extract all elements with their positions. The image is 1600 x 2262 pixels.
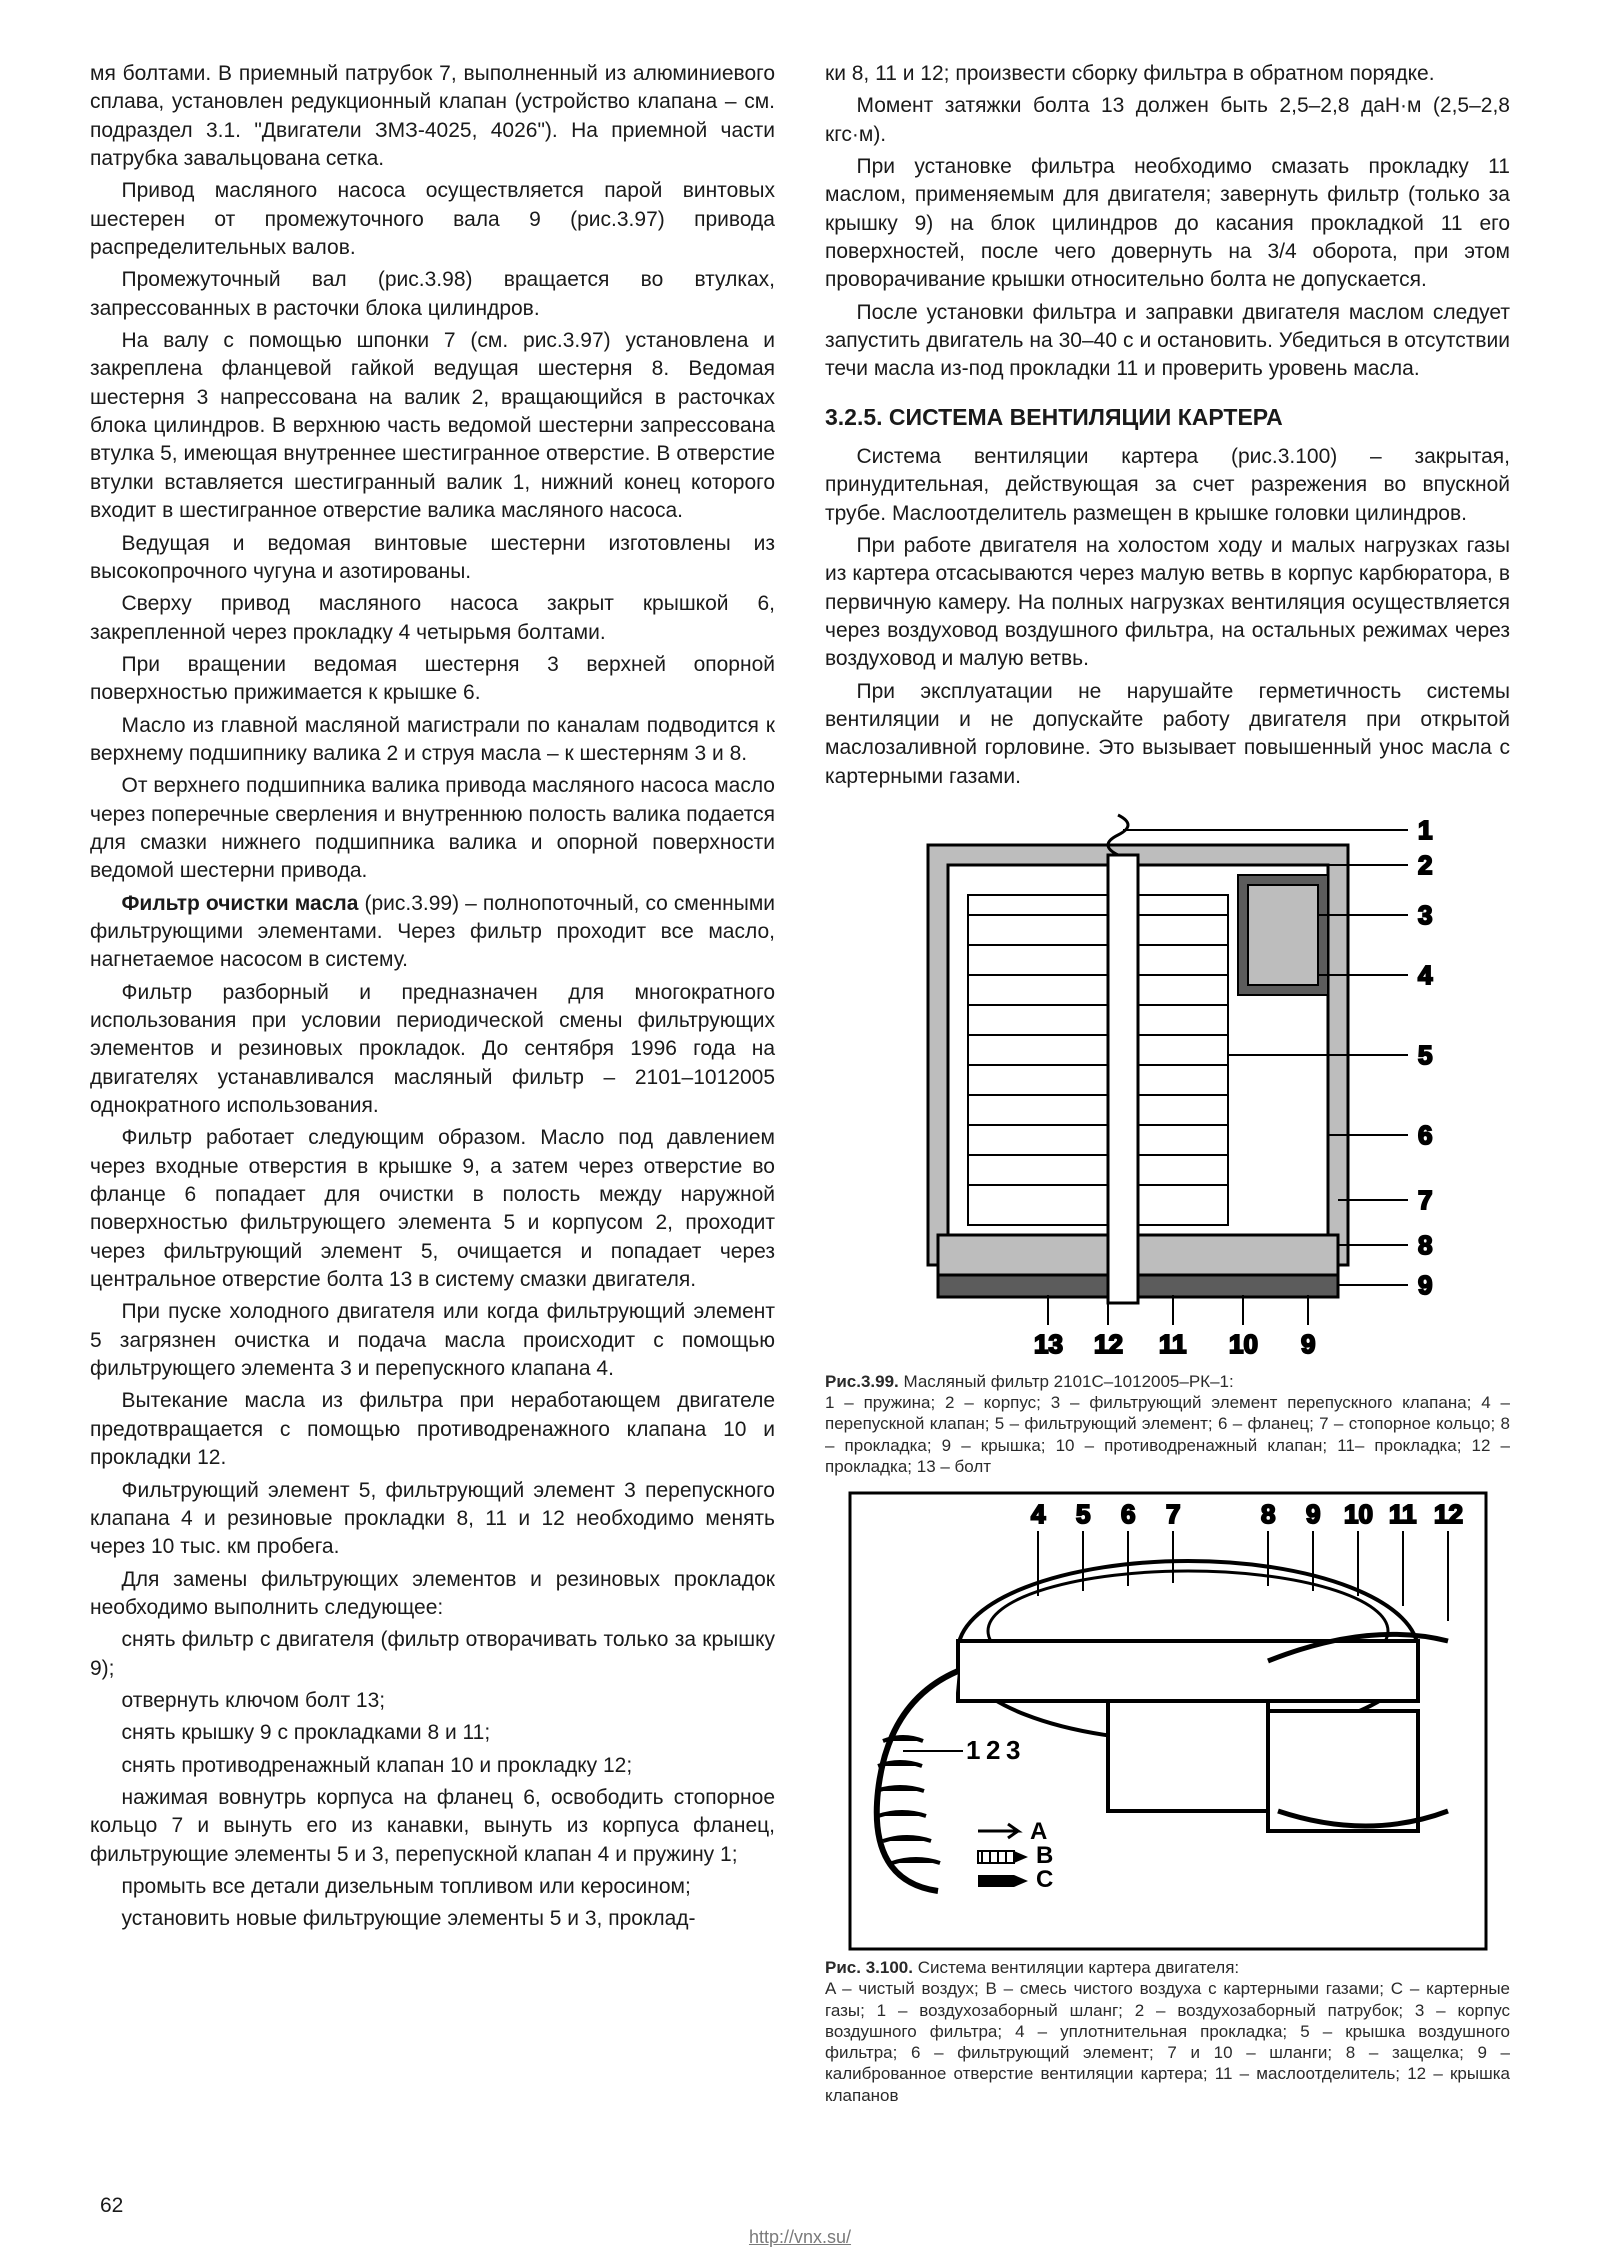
body-text: При установке фильтра необходимо смазать… xyxy=(825,153,1510,295)
footer-link[interactable]: http://vnx.su/ xyxy=(0,2227,1600,2248)
body-text: При работе двигателя на холостом ходу и … xyxy=(825,532,1510,674)
figure-399-caption: Рис.3.99. Масляный фильтр 2101C–1012005–… xyxy=(825,1371,1510,1477)
callout-t6: 6 xyxy=(1121,1499,1135,1529)
body-text: снять крышку 9 с прокладками 8 и 11; xyxy=(90,1719,775,1747)
caption-title: Рис. 3.100. xyxy=(825,1958,913,1977)
callout-2: 2 xyxy=(1418,850,1432,880)
body-text: При вращении ведомая шестерня 3 верхней … xyxy=(90,651,775,708)
body-text: Промежуточный вал (рис.3.98) вращается в… xyxy=(90,266,775,323)
callout-13: 13 xyxy=(1034,1329,1063,1359)
body-text: После установки фильтра и заправки двига… xyxy=(825,299,1510,384)
body-text: установить новые фильтрующие элементы 5 … xyxy=(90,1905,775,1933)
legend-b: B xyxy=(1036,1842,1053,1869)
body-text: мя болтами. В приемный патрубок 7, выпол… xyxy=(90,60,775,173)
figure-3100: 4 5 6 7 8 9 10 11 12 1 2 xyxy=(825,1491,1510,2106)
callout-t8: 8 xyxy=(1261,1499,1275,1529)
figure-3100-caption: Рис. 3.100. Система вентиляции картера д… xyxy=(825,1957,1510,2106)
body-text: промыть все детали дизельным топливом ил… xyxy=(90,1873,775,1901)
body-text: ки 8, 11 и 12; произвести сборку фильтра… xyxy=(825,60,1510,88)
body-text: При пуске холодного двигателя или когда … xyxy=(90,1298,775,1383)
callout-t9: 9 xyxy=(1306,1499,1320,1529)
caption-name: Система вентиляции картера двигателя: xyxy=(913,1958,1239,1977)
callout-t7: 7 xyxy=(1166,1499,1180,1529)
callout-11: 11 xyxy=(1159,1329,1187,1359)
callout-l1: 1 xyxy=(966,1735,980,1765)
right-column: ки 8, 11 и 12; произвести сборку фильтра… xyxy=(825,60,1510,2114)
body-text: Для замены фильтрующих элементов и резин… xyxy=(90,1566,775,1623)
callout-t10: 10 xyxy=(1344,1499,1373,1529)
callout-l3: 3 xyxy=(1006,1735,1020,1765)
bold-term: Фильтр очистки масла xyxy=(122,892,359,915)
callout-9b: 9 xyxy=(1301,1329,1315,1359)
body-text: Вытекание масла из фильтра при неработаю… xyxy=(90,1387,775,1472)
body-text: Система вентиляции картера (рис.3.100) –… xyxy=(825,443,1510,528)
body-text: На валу с помощью шпонки 7 (см. рис.3.97… xyxy=(90,327,775,525)
callout-12: 12 xyxy=(1094,1329,1123,1359)
callout-8: 8 xyxy=(1418,1230,1432,1260)
body-text: Масло из главной масляной магистрали по … xyxy=(90,712,775,769)
legend-a: A xyxy=(1030,1818,1047,1845)
callout-t12: 12 xyxy=(1434,1499,1463,1529)
page: мя болтами. В приемный патрубок 7, выпол… xyxy=(0,0,1600,2262)
caption-body: A – чистый воздух; B – смесь чистого воз… xyxy=(825,1979,1510,2104)
callout-1: 1 xyxy=(1418,815,1432,845)
callout-t11: 11 xyxy=(1389,1499,1417,1529)
figure-399: 1 2 3 4 5 6 7 8 9 13 12 11 xyxy=(825,805,1510,1477)
section-heading: 3.2.5. СИСТЕМА ВЕНТИЛЯЦИИ КАРТЕРА xyxy=(825,402,1510,433)
caption-name: Масляный фильтр 2101C–1012005–РК–1: xyxy=(899,1372,1234,1391)
two-column-layout: мя болтами. В приемный патрубок 7, выпол… xyxy=(90,60,1510,2114)
body-text: При эксплуатации не нарушайте герметично… xyxy=(825,678,1510,791)
body-text: От верхнего подшипника валика привода ма… xyxy=(90,772,775,885)
callout-10: 10 xyxy=(1229,1329,1258,1359)
body-text: Сверху привод масляного насоса закрыт кр… xyxy=(90,590,775,647)
body-text: снять фильтр с двигателя (фильтр отворач… xyxy=(90,1626,775,1683)
callout-t4: 4 xyxy=(1031,1499,1046,1529)
crankcase-ventilation-diagram: 4 5 6 7 8 9 10 11 12 1 2 xyxy=(848,1491,1488,1951)
body-text: Фильтрующий элемент 5, фильтрующий элеме… xyxy=(90,1477,775,1562)
callout-3: 3 xyxy=(1418,900,1432,930)
callout-4: 4 xyxy=(1418,960,1433,990)
callout-l2: 2 xyxy=(986,1735,1000,1765)
callout-7: 7 xyxy=(1418,1185,1432,1215)
oil-filter-diagram: 1 2 3 4 5 6 7 8 9 13 12 11 xyxy=(848,805,1488,1365)
body-text: Фильтр разборный и предназначен для мног… xyxy=(90,979,775,1121)
left-column: мя болтами. В приемный патрубок 7, выпол… xyxy=(90,60,775,2114)
callout-t5: 5 xyxy=(1076,1499,1090,1529)
body-text: нажимая вовнутрь корпуса на фланец 6, ос… xyxy=(90,1784,775,1869)
body-text: Фильтр очистки масла (рис.3.99) – полноп… xyxy=(90,890,775,975)
callout-5: 5 xyxy=(1418,1040,1432,1070)
body-text: снять противодренажный клапан 10 и прокл… xyxy=(90,1752,775,1780)
body-text: отвернуть ключом болт 13; xyxy=(90,1687,775,1715)
legend-c: C xyxy=(1036,1866,1053,1893)
body-text: Момент затяжки болта 13 должен быть 2,5–… xyxy=(825,92,1510,149)
caption-title: Рис.3.99. xyxy=(825,1372,899,1391)
body-text: Ведущая и ведомая винтовые шестерни изго… xyxy=(90,530,775,587)
callout-6: 6 xyxy=(1418,1120,1432,1150)
caption-body: 1 – пружина; 2 – корпус; 3 – фильтрующий… xyxy=(825,1393,1510,1476)
page-number: 62 xyxy=(100,2194,123,2218)
body-text: Фильтр работает следующим образом. Масло… xyxy=(90,1124,775,1294)
callout-9: 9 xyxy=(1418,1270,1432,1300)
body-text: Привод масляного насоса осуществляется п… xyxy=(90,177,775,262)
